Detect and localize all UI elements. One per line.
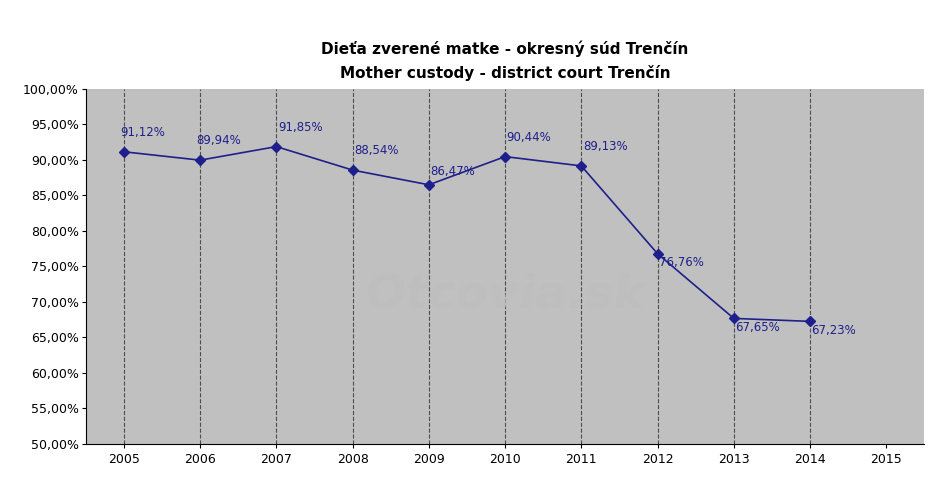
Text: 88,54%: 88,54% [354,144,398,157]
Text: 86,47%: 86,47% [430,165,475,177]
Text: 91,12%: 91,12% [120,126,165,139]
Text: 76,76%: 76,76% [659,256,704,269]
Text: 89,13%: 89,13% [583,140,626,153]
Text: 67,23%: 67,23% [811,324,856,337]
Text: 90,44%: 90,44% [506,131,551,144]
Text: Otcovia.sk: Otcovia.sk [365,272,645,317]
Title: Dieťa zverené matke - okresný súd Trenčín
Mother custody - district court Trenčí: Dieťa zverené matke - okresný súd Trenčí… [321,40,688,81]
Text: 89,94%: 89,94% [196,135,241,147]
Text: 91,85%: 91,85% [278,121,322,134]
Text: 67,65%: 67,65% [735,321,780,334]
